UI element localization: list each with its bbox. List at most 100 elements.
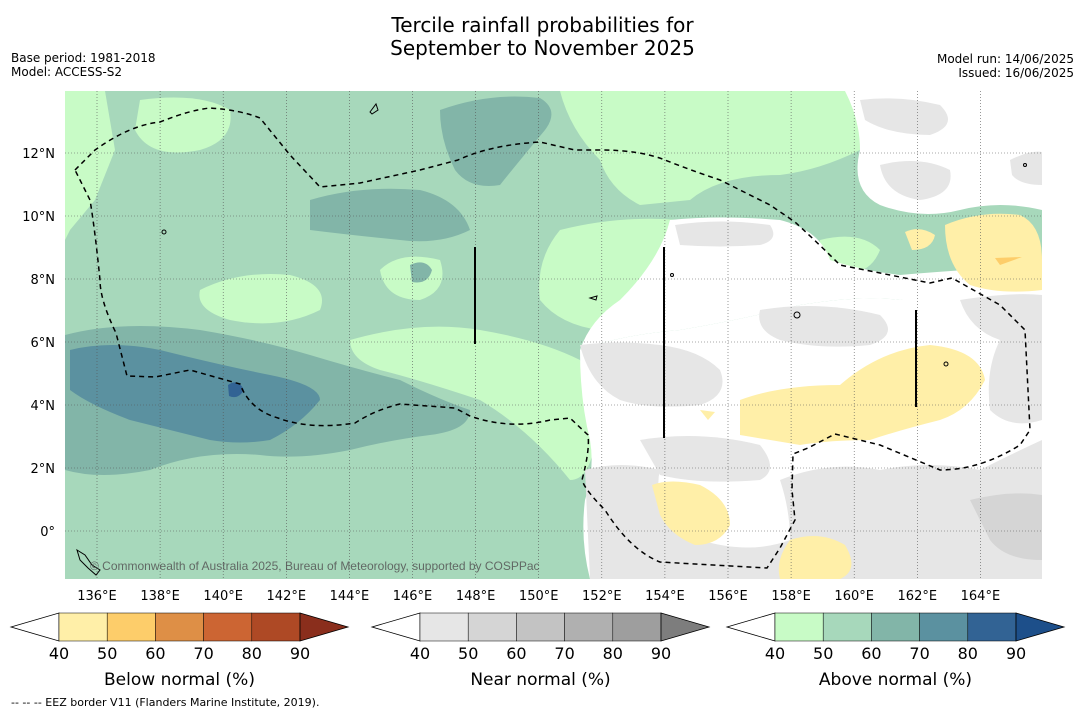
base-period-text: Base period: 1981-2018 bbox=[11, 51, 156, 65]
lat-tick-label: 12°N bbox=[22, 147, 55, 162]
model-run-info: Model run: 14/06/2025 Issued: 16/06/2025 bbox=[937, 52, 1074, 80]
lat-tick-label: 10°N bbox=[22, 210, 55, 225]
lon-tick-label: 158°E bbox=[771, 589, 811, 604]
eez-border-line bbox=[74, 107, 1031, 569]
colorbar-segment bbox=[203, 612, 253, 642]
below-normal-50-area bbox=[995, 257, 1022, 265]
above-normal-60-area bbox=[440, 96, 552, 186]
lon-tick-label: 146°E bbox=[393, 589, 433, 604]
colorbar-tick-label: 50 bbox=[458, 644, 478, 663]
above-normal-80-area bbox=[228, 382, 244, 398]
title-line-1: Tercile rainfall probabilities for bbox=[391, 13, 694, 37]
colorbar: 40 50 60 70 80 90 Near normal (%) bbox=[370, 612, 711, 690]
lat-tick-label: 0° bbox=[40, 525, 55, 540]
colorbar-high-extension bbox=[1015, 612, 1066, 642]
lat-tick-label: 2°N bbox=[31, 462, 56, 477]
longitude-labels: 136°E 138°E 140°E 142°E 144°E 146°E 148°E 150°E… bbox=[77, 589, 1000, 604]
above-normal-40-area bbox=[65, 91, 115, 240]
colorbar-tick-label: 70 bbox=[909, 644, 929, 663]
below-normal-40-area bbox=[700, 410, 715, 420]
colorbar-tick-label: 90 bbox=[290, 644, 310, 663]
legend-colorbars: 40 50 60 70 80 90 Below normal (%) 40 50 60 70 80 90… bbox=[9, 612, 1066, 690]
title-line-2: September to November 2025 bbox=[390, 36, 695, 60]
colorbar-tick-label: 40 bbox=[765, 644, 785, 663]
colorbar-tick-label: 50 bbox=[97, 644, 117, 663]
above-normal-70-area bbox=[70, 345, 320, 443]
above-normal-40-area bbox=[135, 97, 231, 153]
above-normal-40-area bbox=[350, 326, 596, 480]
colorbar-low-extension bbox=[725, 612, 776, 642]
copyright-text: © Commonwealth of Australia 2025, Bureau… bbox=[90, 559, 540, 573]
lat-tick-label: 6°N bbox=[31, 336, 56, 351]
below-normal-40-area bbox=[945, 213, 1042, 292]
near-normal-40-area bbox=[880, 161, 951, 200]
colorbar-tick-label: 60 bbox=[145, 644, 165, 663]
lon-tick-label: 150°E bbox=[519, 589, 559, 604]
colorbar-tick-label: 60 bbox=[861, 644, 881, 663]
colorbar-tick-label: 40 bbox=[49, 644, 69, 663]
colorbar-title: Below normal (%) bbox=[104, 670, 255, 690]
above-normal-60-area bbox=[410, 262, 432, 283]
colorbar-segment bbox=[58, 612, 108, 642]
colorbar-tick-label: 90 bbox=[1006, 644, 1026, 663]
colorbar-title: Near normal (%) bbox=[470, 670, 610, 690]
colorbar-tick-label: 70 bbox=[193, 644, 213, 663]
colorbar-segment bbox=[106, 612, 156, 642]
colorbar-segment bbox=[155, 612, 204, 642]
colorbar: 40 50 60 70 80 90 Above normal (%) bbox=[725, 612, 1066, 690]
above-normal-40-area bbox=[199, 274, 322, 324]
model-text: Model: ACCESS-S2 bbox=[11, 65, 123, 79]
lon-tick-label: 138°E bbox=[140, 589, 180, 604]
colorbar-tick-label: 90 bbox=[651, 644, 671, 663]
lat-tick-label: 8°N bbox=[31, 273, 56, 288]
base-period-info: Base period: 1981-2018 Model: ACCESS-S2 bbox=[11, 51, 156, 79]
lon-tick-label: 144°E bbox=[330, 589, 370, 604]
model-run-text: Model run: 14/06/2025 bbox=[936, 52, 1074, 66]
lon-tick-label: 156°E bbox=[708, 589, 748, 604]
no-dominant-category-area bbox=[580, 217, 1042, 350]
colorbar-low-extension bbox=[9, 612, 60, 642]
colorbar-high-extension bbox=[299, 612, 350, 642]
lon-tick-label: 162°E bbox=[898, 589, 938, 604]
colorbar-segment bbox=[467, 612, 517, 642]
above-normal-60-area bbox=[310, 188, 470, 242]
latitude-labels: 12°N 10°N 8°N 6°N 4°N 2°N 0° bbox=[22, 147, 55, 540]
colorbar-title: Above normal (%) bbox=[819, 670, 972, 690]
lon-tick-label: 154°E bbox=[645, 589, 685, 604]
lon-tick-label: 164°E bbox=[961, 589, 1001, 604]
lon-tick-label: 136°E bbox=[77, 589, 117, 604]
lon-tick-label: 148°E bbox=[456, 589, 496, 604]
rainfall-probability-field bbox=[65, 91, 1042, 579]
lon-tick-label: 160°E bbox=[834, 589, 874, 604]
colorbar-segment bbox=[822, 612, 872, 642]
issued-text: Issued: 16/06/2025 bbox=[958, 66, 1074, 80]
near-normal-40-area bbox=[675, 221, 774, 247]
near-normal-40-area bbox=[860, 98, 948, 135]
above-normal-40-area bbox=[560, 91, 860, 205]
near-normal-50-area bbox=[970, 493, 1042, 560]
colorbar-tick-label: 80 bbox=[603, 644, 623, 663]
colorbar-segment bbox=[564, 612, 614, 642]
lat-tick-label: 4°N bbox=[31, 399, 56, 414]
below-normal-40-area bbox=[905, 229, 935, 250]
colorbar-segment bbox=[774, 612, 824, 642]
colorbar-segment bbox=[419, 612, 469, 642]
colorbar-low-extension bbox=[370, 612, 421, 642]
near-normal-40-area bbox=[640, 436, 770, 482]
colorbar-segment bbox=[612, 612, 662, 642]
colorbar-tick-label: 50 bbox=[813, 644, 833, 663]
below-normal-40-area bbox=[652, 481, 730, 545]
map-title: Tercile rainfall probabilities for Septe… bbox=[0, 14, 1085, 60]
islands bbox=[76, 102, 1027, 576]
colorbar-tick-label: 80 bbox=[958, 644, 978, 663]
below-normal-40-area bbox=[778, 536, 852, 579]
lon-tick-label: 142°E bbox=[267, 589, 307, 604]
colorbar-tick-label: 70 bbox=[554, 644, 574, 663]
near-normal-40-area bbox=[1010, 151, 1042, 185]
colorbar-segment bbox=[967, 612, 1017, 642]
colorbar-segment bbox=[251, 612, 301, 642]
colorbar-high-extension bbox=[660, 612, 711, 642]
colorbar-tick-label: 80 bbox=[242, 644, 262, 663]
lon-tick-label: 152°E bbox=[582, 589, 622, 604]
